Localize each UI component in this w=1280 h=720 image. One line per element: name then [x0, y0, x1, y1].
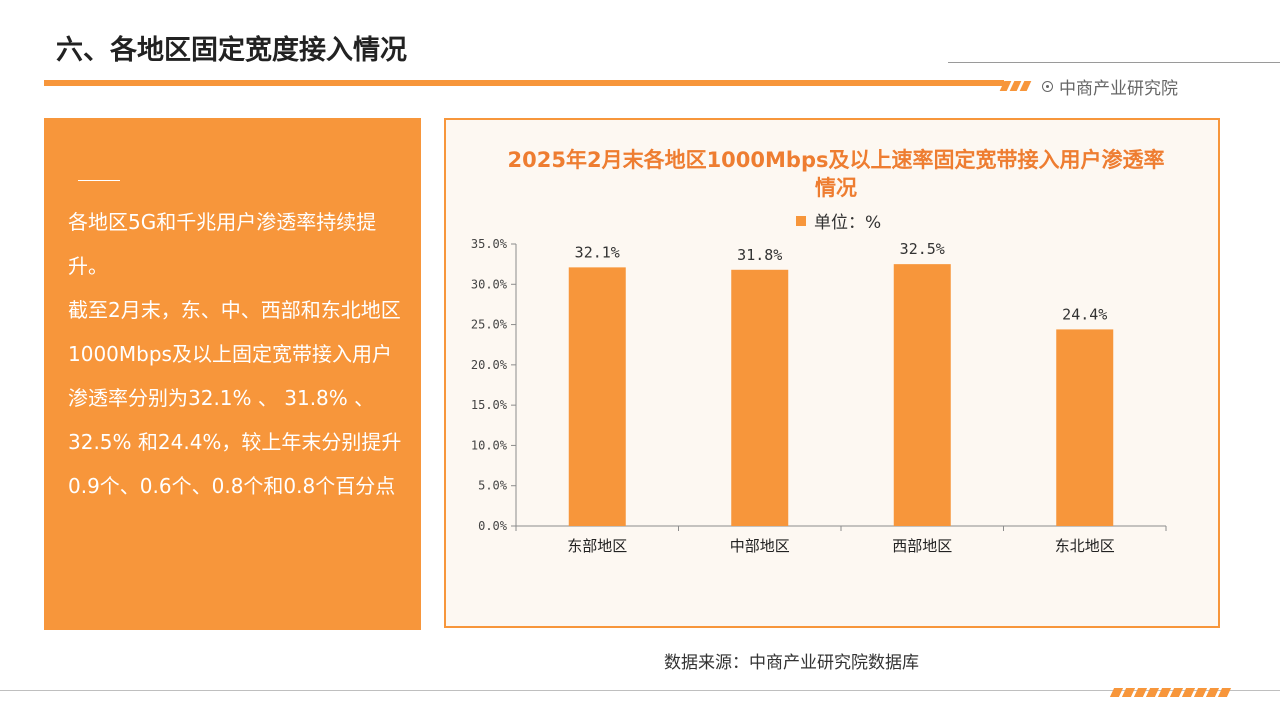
y-tick-label: 25.0%: [471, 318, 508, 332]
chart-panel: 2025年2月末各地区1000Mbps及以上速率固定宽带接入用户渗透率情况 单位…: [444, 118, 1220, 628]
header-stripes: [999, 76, 1032, 95]
bar: [568, 267, 626, 526]
y-tick-label: 10.0%: [471, 438, 508, 452]
title-underline: [44, 80, 1004, 86]
brand-label: 中商产业研究院: [1059, 79, 1178, 99]
chart-legend: 单位：%: [796, 208, 881, 233]
legend-swatch: [796, 215, 806, 226]
footer-stripes: [1109, 682, 1232, 701]
bar: [893, 264, 951, 526]
x-tick-label: 中部地区: [730, 537, 790, 555]
x-tick-label: 东部地区: [567, 537, 627, 555]
data-source: 数据来源：中商产业研究院数据库: [664, 653, 919, 673]
y-tick-label: 30.0%: [471, 277, 508, 291]
bar-data-label: 32.1%: [575, 243, 620, 261]
brand-dot-icon: [1042, 81, 1053, 92]
summary-text: 各地区5G和千兆用户渗透率持续提升。 截至2月末，东、中、西部和东北地区1000…: [68, 200, 408, 508]
chart-title: 2025年2月末各地区1000Mbps及以上速率固定宽带接入用户渗透率情况: [507, 148, 1165, 200]
legend-label: 单位：%: [814, 213, 882, 233]
summary-panel: 各地区5G和千兆用户渗透率持续提升。 截至2月末，东、中、西部和东北地区1000…: [44, 118, 421, 630]
y-tick-label: 15.0%: [471, 398, 508, 412]
y-tick-label: 20.0%: [471, 358, 508, 372]
bar: [1056, 329, 1114, 526]
bar: [731, 269, 789, 526]
summary-line: 各地区5G和千兆用户渗透率持续提升。: [68, 210, 377, 278]
y-tick-label: 0.0%: [478, 519, 508, 533]
header-divider: [948, 62, 1280, 63]
bar-data-label: 32.5%: [900, 240, 945, 258]
bar-chart: 0.0% 5.0% 10.0% 15.0% 20.0% 25.0% 30.0% 35.0% 32…: [471, 237, 1167, 555]
page-title: 六、各地区固定宽度接入情况: [56, 35, 407, 66]
brand: 中商产业研究院: [1042, 74, 1178, 99]
bar-data-label: 31.8%: [737, 246, 782, 264]
y-tick-label: 5.0%: [478, 479, 508, 493]
footer-divider: [0, 690, 1280, 691]
summary-line: 截至2月末，东、中、西部和东北地区1000Mbps及以上固定宽带接入用户渗透率分…: [68, 298, 402, 498]
x-tick-label: 西部地区: [892, 537, 952, 555]
bar-data-label: 24.4%: [1062, 305, 1107, 323]
summary-divider: [78, 180, 120, 181]
y-tick-label: 35.0%: [471, 237, 508, 251]
x-tick-label: 东北地区: [1055, 537, 1115, 555]
